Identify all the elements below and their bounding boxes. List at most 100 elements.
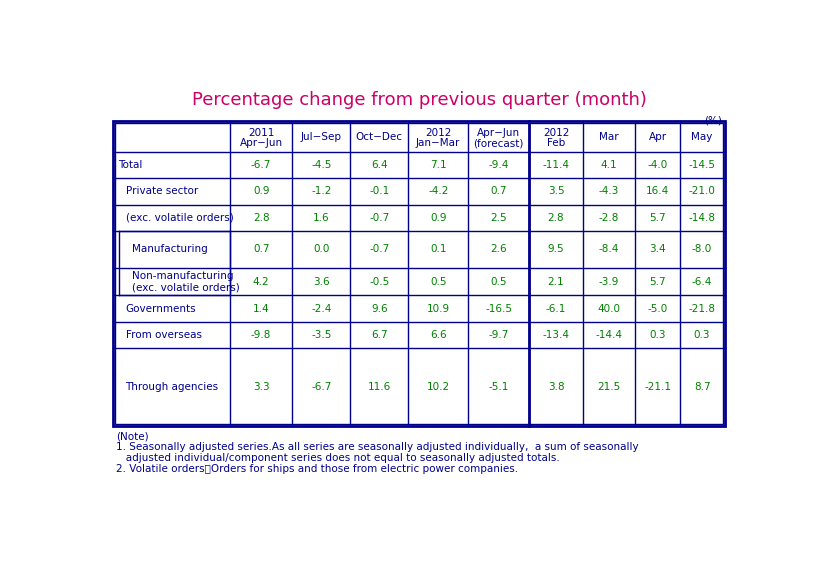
Text: 11.6: 11.6 [367,382,391,391]
Text: -2.4: -2.4 [311,303,331,314]
Text: -1.2: -1.2 [311,187,331,196]
Text: 2012: 2012 [543,127,569,138]
Text: Mar: Mar [600,132,619,142]
Text: -6.7: -6.7 [311,382,331,391]
Text: adjusted individual/component series does not equal to seasonally adjusted total: adjusted individual/component series doe… [116,453,560,463]
Text: -5.0: -5.0 [647,303,667,314]
Text: 5.7: 5.7 [649,277,666,287]
Text: -0.7: -0.7 [369,213,389,222]
Text: 9.6: 9.6 [371,303,388,314]
Text: 16.4: 16.4 [646,187,669,196]
Text: 3.8: 3.8 [548,382,564,391]
Text: -4.2: -4.2 [428,187,448,196]
Text: (forecast): (forecast) [474,138,524,149]
Text: 40.0: 40.0 [598,303,621,314]
Text: -0.5: -0.5 [369,277,389,287]
Text: -11.4: -11.4 [542,160,569,170]
Text: 0.3: 0.3 [694,329,710,340]
Bar [115,123,722,424]
Text: -16.5: -16.5 [485,303,512,314]
Text: (%): (%) [704,116,722,125]
Text: -4.3: -4.3 [599,187,619,196]
Text: 0.9: 0.9 [253,187,269,196]
Text: Apr−Jun: Apr−Jun [240,138,283,149]
Text: -9.4: -9.4 [488,160,509,170]
Text: -21.1: -21.1 [644,382,671,391]
Text: 0.7: 0.7 [253,244,269,254]
Text: Oct−Dec: Oct−Dec [356,132,402,142]
Text: 2.8: 2.8 [253,213,269,222]
Text: -2.8: -2.8 [599,213,619,222]
Text: -14.4: -14.4 [596,329,622,340]
Text: -13.4: -13.4 [542,329,569,340]
Text: 0.5: 0.5 [430,277,447,287]
Text: 3.4: 3.4 [649,244,666,254]
Text: -6.1: -6.1 [546,303,566,314]
Text: Manufacturing: Manufacturing [132,244,208,254]
Text: 0.0: 0.0 [313,244,330,254]
Text: 0.3: 0.3 [649,329,666,340]
Text: 2. Volatile orders：Orders for ships and those from electric power companies.: 2. Volatile orders：Orders for ships and … [116,464,519,474]
Text: 7.1: 7.1 [430,160,447,170]
Text: -4.5: -4.5 [311,160,331,170]
Text: 8.7: 8.7 [694,382,710,391]
Text: 1. Seasonally adjusted series.As all series are seasonally adjusted individually: 1. Seasonally adjusted series.As all ser… [116,443,639,452]
Text: Feb: Feb [547,138,565,149]
Text: -14.8: -14.8 [689,213,716,222]
Text: -0.7: -0.7 [369,244,389,254]
Text: -9.7: -9.7 [488,329,509,340]
Text: Private sector: Private sector [125,187,198,196]
Text: -4.0: -4.0 [647,160,667,170]
Text: May: May [691,132,712,142]
Text: 0.5: 0.5 [491,277,507,287]
Text: -6.4: -6.4 [692,277,712,287]
Text: -21.0: -21.0 [689,187,716,196]
Text: 10.9: 10.9 [427,303,450,314]
Text: -14.5: -14.5 [689,160,716,170]
Text: 2.6: 2.6 [490,244,507,254]
Text: 5.7: 5.7 [649,213,666,222]
Text: Apr: Apr [649,132,667,142]
Text: -9.8: -9.8 [251,329,272,340]
Text: Jan−Mar: Jan−Mar [416,138,461,149]
Text: 9.5: 9.5 [548,244,564,254]
Text: Total: Total [118,160,142,170]
Text: -8.4: -8.4 [599,244,619,254]
Text: 2.1: 2.1 [548,277,564,287]
Text: Governments: Governments [125,303,196,314]
Text: 4.2: 4.2 [253,277,269,287]
Text: -3.5: -3.5 [311,329,331,340]
Text: From overseas: From overseas [125,329,201,340]
Text: 6.7: 6.7 [371,329,388,340]
Text: -0.1: -0.1 [369,187,389,196]
Text: -6.7: -6.7 [251,160,272,170]
Text: 3.5: 3.5 [548,187,564,196]
Text: (exc. volatile orders): (exc. volatile orders) [125,213,233,222]
Text: Jul−Sep: Jul−Sep [301,132,342,142]
Text: Through agencies: Through agencies [125,382,218,391]
Text: 2011: 2011 [248,127,274,138]
Text: 3.3: 3.3 [253,382,269,391]
Text: 0.9: 0.9 [430,213,447,222]
Text: 10.2: 10.2 [427,382,450,391]
Text: (Note): (Note) [116,432,149,442]
Text: 0.1: 0.1 [430,244,447,254]
Text: Percentage change from previous quarter (month): Percentage change from previous quarter … [191,90,647,109]
Text: 6.4: 6.4 [371,160,388,170]
Text: Apr−Jun: Apr−Jun [477,127,520,138]
Text: -21.8: -21.8 [689,303,716,314]
Text: Non-manufacturing
(exc. volatile orders): Non-manufacturing (exc. volatile orders) [132,271,240,292]
Text: 6.6: 6.6 [430,329,447,340]
Text: 2012: 2012 [425,127,452,138]
Text: 3.6: 3.6 [312,277,330,287]
Bar [113,121,725,426]
Text: 1.4: 1.4 [253,303,269,314]
Text: -3.9: -3.9 [599,277,619,287]
Text: 21.5: 21.5 [597,382,621,391]
Text: 0.7: 0.7 [491,187,507,196]
Text: -8.0: -8.0 [692,244,712,254]
Text: 2.5: 2.5 [490,213,507,222]
Text: 1.6: 1.6 [312,213,330,222]
Text: -5.1: -5.1 [488,382,509,391]
Text: 2.8: 2.8 [548,213,564,222]
